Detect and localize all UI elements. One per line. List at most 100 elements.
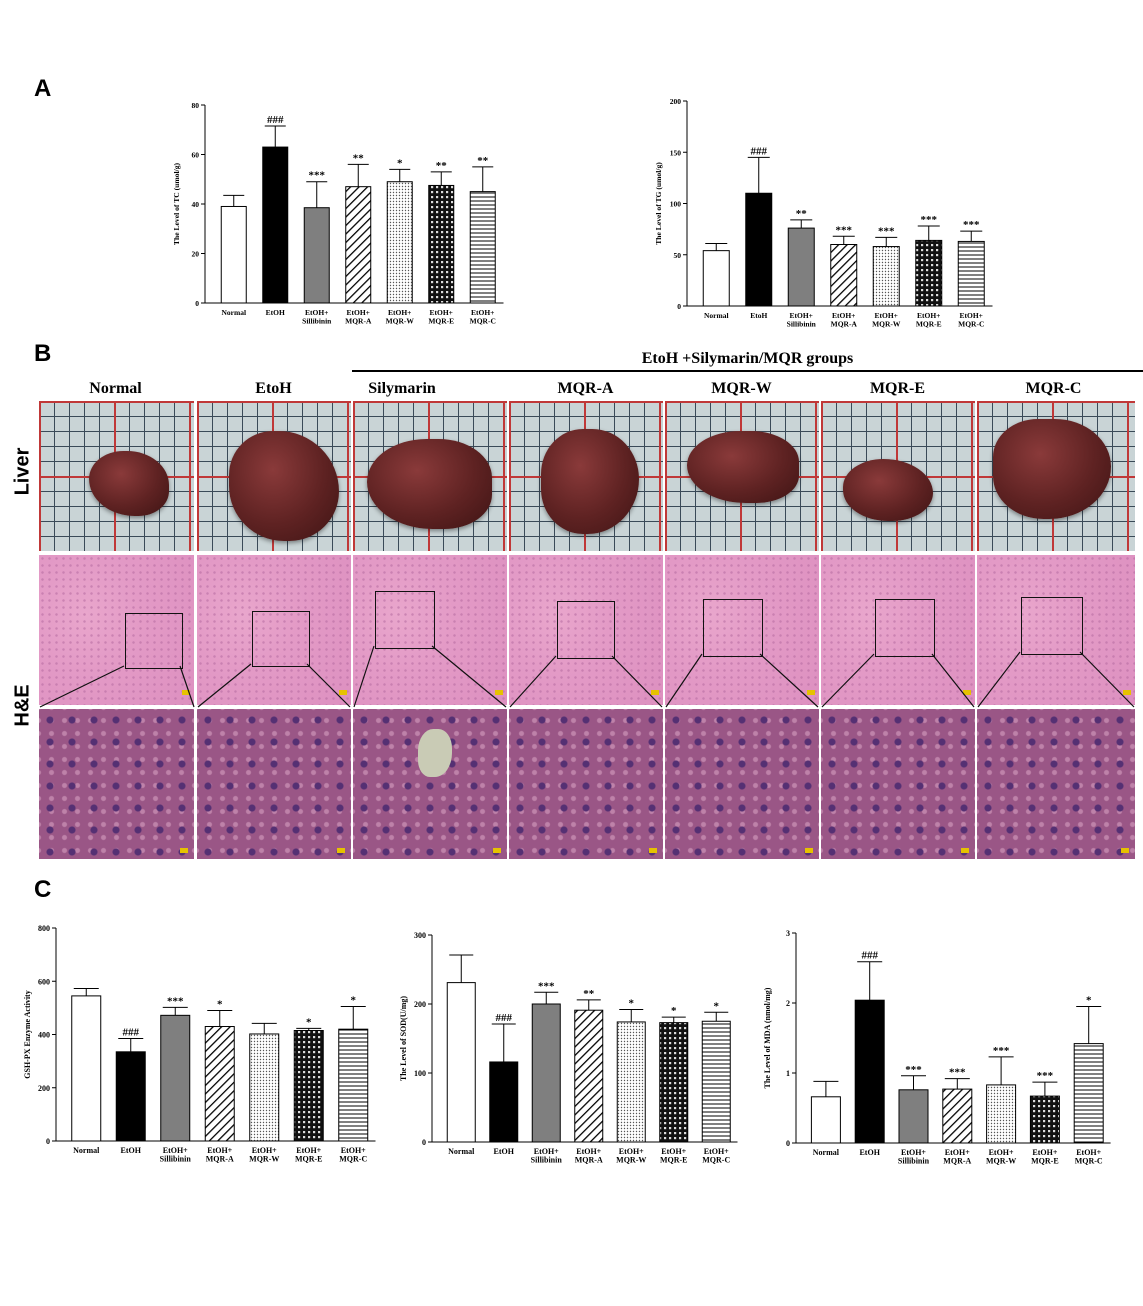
liver-photo-normal <box>38 400 195 552</box>
x-tick-label: MQR-A <box>943 1157 971 1166</box>
bar <box>745 192 773 307</box>
y-tick-label: 0 <box>195 299 199 308</box>
liver-photo-mqr-c <box>976 400 1136 552</box>
y-tick-label: 200 <box>38 1084 50 1093</box>
x-tick-label: MQR-E <box>1031 1157 1059 1166</box>
y-tick-label: 80 <box>192 101 200 110</box>
significance-label: ### <box>751 145 768 157</box>
x-tick-label: EtOH+ <box>945 1148 970 1157</box>
bar <box>446 982 476 1143</box>
x-tick-label: EtOH+ <box>917 311 940 320</box>
column-label-normal: Normal <box>89 380 142 397</box>
bar <box>702 250 730 307</box>
gsh-px-bar-chart: GSH-PX Enzyme Activity 0 200 400 600 800 Norma… <box>23 924 376 1164</box>
zoom-box <box>252 611 310 667</box>
liver-photo-silymarin <box>352 400 508 552</box>
scale-bar <box>961 848 969 853</box>
he-low-mag-normal <box>38 554 195 706</box>
scale-bar <box>180 848 188 853</box>
significance-label: *** <box>921 214 938 226</box>
liver-specimen <box>367 439 492 529</box>
liver-photo-mqr-e <box>820 400 976 552</box>
column-label-mqr-a: MQR-A <box>557 380 614 397</box>
x-tick-label: EtOH+ <box>661 1147 686 1156</box>
significance-label: *** <box>963 219 980 231</box>
bar <box>428 184 455 304</box>
x-tick-label: EtOH+ <box>341 1146 366 1155</box>
y-tick-label: 0 <box>677 302 681 311</box>
significance-label: ### <box>123 1026 140 1038</box>
x-tick-label: EtOH <box>859 1148 880 1157</box>
bar <box>701 1020 731 1143</box>
bar <box>854 999 885 1144</box>
significance-label: * <box>351 995 357 1007</box>
x-tick-label: Normal <box>704 311 729 320</box>
y-tick-label: 2 <box>786 999 790 1008</box>
x-tick-label: MQR-W <box>386 317 415 326</box>
significance-label: ** <box>583 988 595 1000</box>
bar <box>293 1030 324 1142</box>
x-tick-label: MQR-W <box>986 1157 1016 1166</box>
x-tick-label: MQR-A <box>831 320 858 329</box>
tc-bar-chart: The Level of TC (umol/g) 0 20 40 60 80 Normal #… <box>172 101 504 326</box>
bar <box>659 1022 689 1143</box>
bar <box>1073 1043 1104 1144</box>
significance-label: ** <box>477 155 489 167</box>
x-tick-label: MQR-A <box>575 1156 603 1165</box>
significance-label: * <box>1086 995 1092 1007</box>
x-tick-label: Normal <box>813 1148 840 1157</box>
column-label-mqr-c: MQR-C <box>1025 380 1082 397</box>
significance-label: ### <box>267 114 284 126</box>
y-tick-label: 0 <box>786 1139 790 1148</box>
x-tick-label: EtOH+ <box>576 1147 601 1156</box>
significance-label: *** <box>878 225 895 237</box>
significance-label: *** <box>1037 1070 1054 1082</box>
significance-label: * <box>629 998 635 1010</box>
mda-bar-chart: The Level of MDA (nmol/mg) 0 1 2 3 Normal ### E… <box>763 929 1111 1166</box>
x-tick-label: EtOH+ <box>1032 1148 1057 1157</box>
he-low-mag-etoh <box>196 554 352 706</box>
significance-label: * <box>306 1016 312 1028</box>
significance-label: *** <box>905 1064 922 1076</box>
scale-bar <box>1123 690 1131 695</box>
x-tick-label: EtOH+ <box>388 308 411 317</box>
x-tick-label: EtOH+ <box>471 308 494 317</box>
y-tick-label: 100 <box>670 200 682 209</box>
zoom-box <box>1021 597 1083 655</box>
bar <box>830 244 858 307</box>
bar <box>872 246 900 307</box>
scale-bar <box>649 848 657 853</box>
bar <box>338 1028 369 1142</box>
bar <box>262 146 289 304</box>
bar <box>986 1084 1017 1144</box>
bar <box>898 1089 929 1144</box>
x-tick-label: EtOH+ <box>875 311 898 320</box>
x-tick-label: EtoH <box>750 311 767 320</box>
x-tick-label: MQR-E <box>295 1155 323 1164</box>
x-tick-label: EtOH+ <box>790 311 813 320</box>
x-tick-label: Sillibinin <box>787 320 817 329</box>
y-axis-label: The Level of TG (umol/g) <box>654 162 663 245</box>
he-low-mag-silymarin <box>352 554 508 706</box>
liver-specimen <box>843 459 933 521</box>
x-tick-label: MQR-E <box>428 317 454 326</box>
x-tick-label: EtOH+ <box>619 1147 644 1156</box>
significance-label: *** <box>993 1045 1010 1057</box>
scale-bar <box>805 848 813 853</box>
scale-bar <box>1121 848 1129 853</box>
x-tick-label: EtOH <box>121 1146 142 1155</box>
scale-bar <box>182 690 190 695</box>
significance-label: *** <box>538 980 555 992</box>
y-tick-label: 1 <box>786 1069 790 1078</box>
panel-label-b: B <box>34 340 52 367</box>
bar <box>386 181 413 304</box>
bar <box>616 1021 646 1143</box>
bar <box>345 186 372 304</box>
x-tick-label: EtOH+ <box>534 1147 559 1156</box>
x-tick-label: MQR-E <box>660 1156 688 1165</box>
column-label-etoh: EtoH <box>255 380 292 397</box>
significance-label: ### <box>496 1012 513 1024</box>
bar <box>489 1061 519 1143</box>
liver-photo-mqr-w <box>664 400 820 552</box>
x-tick-label: Sillibinin <box>898 1157 930 1166</box>
